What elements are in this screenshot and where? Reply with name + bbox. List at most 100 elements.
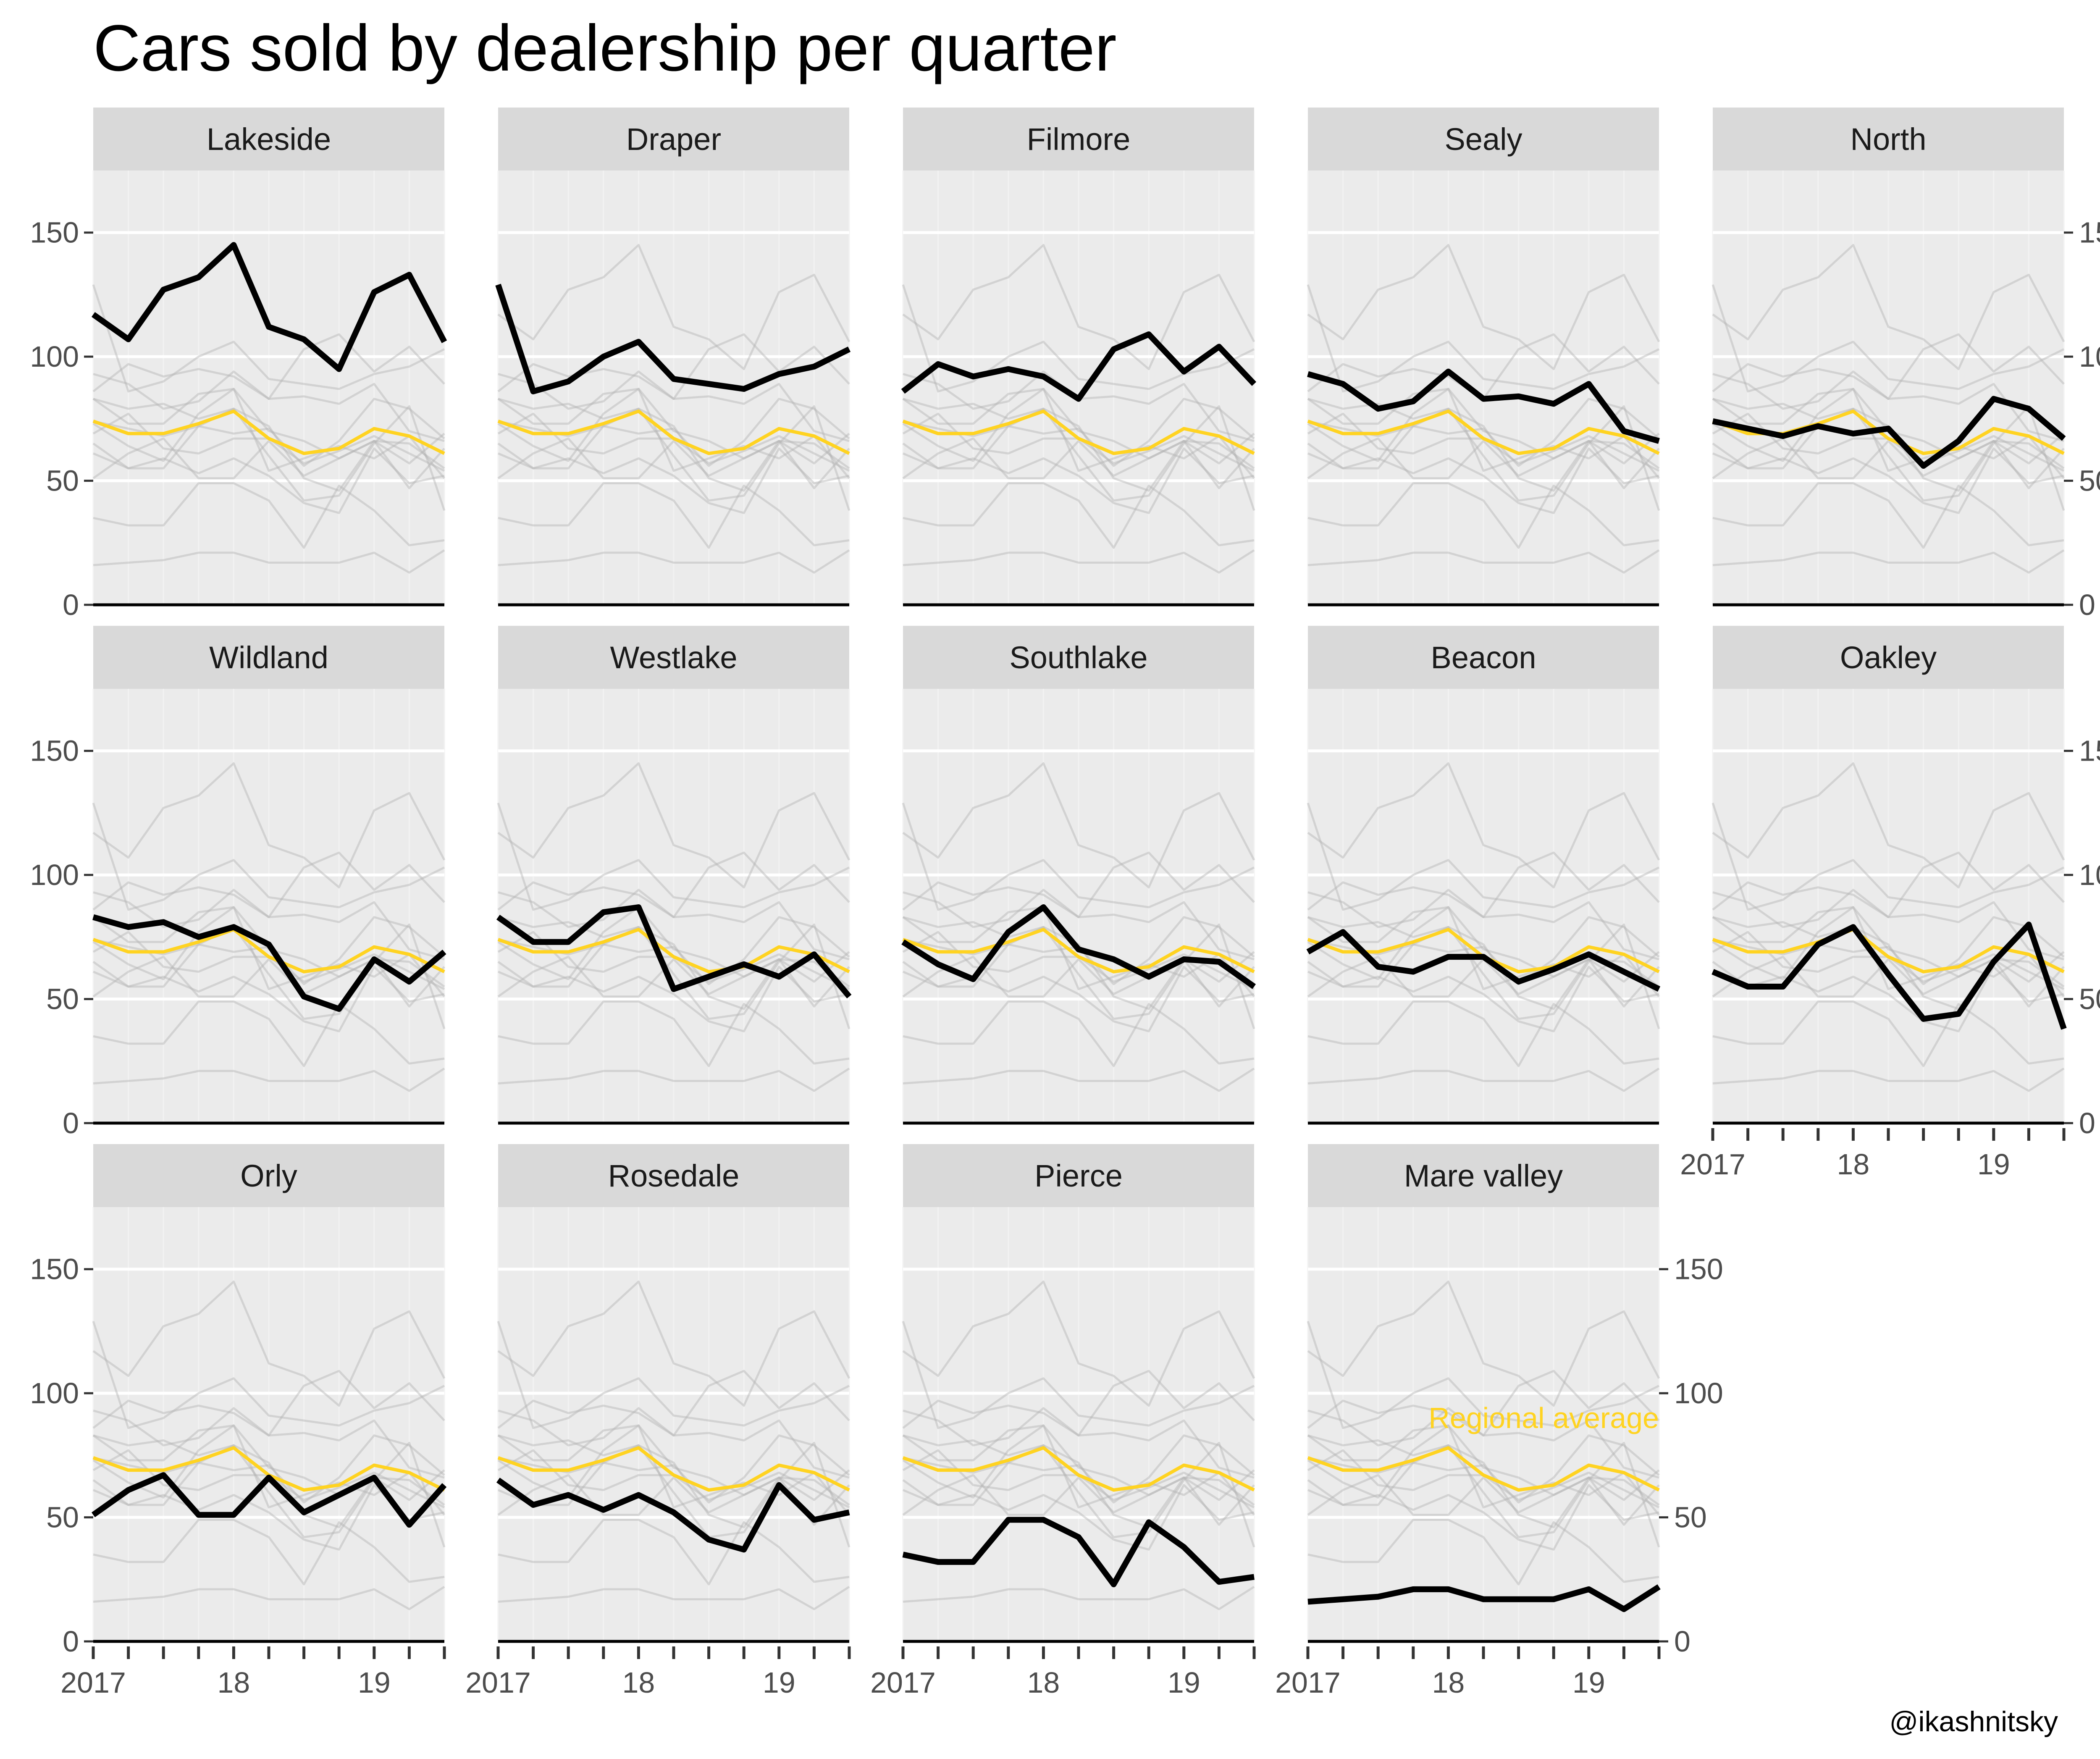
background-series-line-pierce: [498, 1519, 850, 1586]
facet-panels: Lakeside Draper Filmore Sealy North Wildland W…: [91, 108, 2067, 1643]
regional-average-line: [497, 1446, 850, 1492]
background-series-line-pierce: [1712, 1000, 2064, 1067]
background-series-line-sealy: [498, 370, 850, 442]
panel-strip: [93, 1144, 444, 1207]
background-series-line-lakeside: [497, 762, 850, 889]
y-tick-label: 50: [46, 983, 79, 1016]
background-series-line-wildland: [1712, 916, 2065, 1010]
background-series-line-rosedale: [1307, 1479, 1659, 1551]
background-series-line-filmore: [92, 1370, 445, 1437]
x-tick-label: 2017: [465, 1666, 531, 1699]
background-series-line-filmore: [1712, 333, 2065, 400]
panel-title: Lakeside: [207, 122, 331, 157]
background-series-line-wildland: [1307, 398, 1660, 492]
y-tick-label: 100: [2079, 858, 2100, 891]
panel-wildland: Wildland: [92, 626, 446, 1125]
background-series-line-lakeside: [92, 762, 446, 889]
background-series-line-wildland: [498, 398, 850, 492]
background-series-line-westlake: [1307, 906, 1660, 998]
panel-strip: [93, 108, 444, 171]
x-tick-label: 19: [763, 1666, 795, 1699]
background-series-line-westlake: [1307, 1424, 1660, 1516]
background-series-line-wildland: [1307, 1434, 1660, 1528]
background-series-line-southlake: [92, 1424, 445, 1506]
background-series-line-draper: [902, 803, 1255, 911]
background-series-line-pierce: [903, 482, 1255, 549]
background-series-line-orly: [92, 437, 445, 489]
x-tick-label: 18: [1837, 1148, 1869, 1181]
background-series-line-filmore: [92, 851, 445, 919]
x-tick-label: 2017: [1680, 1148, 1746, 1181]
background-series-line-mare-valley: [1307, 1067, 1660, 1092]
y-tick-label: 100: [30, 340, 79, 373]
panel-pierce: Pierce: [902, 1144, 1255, 1643]
regional-average-line: [902, 1446, 1255, 1492]
panel-title: Pierce: [1034, 1158, 1123, 1193]
regional-average-line: [92, 928, 445, 974]
series-line-mare-valley: [1307, 1584, 1661, 1612]
series-line-pierce: [902, 1517, 1255, 1588]
background-series-line-draper: [902, 1321, 1255, 1429]
background-series-line-draper: [92, 284, 445, 393]
background-series-line-westlake: [902, 1424, 1255, 1516]
panel-strip: [903, 1144, 1254, 1207]
background-series-line-draper: [1712, 284, 2065, 393]
background-series-line-orly: [92, 956, 445, 1008]
y-tick-label: 0: [63, 588, 79, 621]
background-series-line-southlake: [497, 906, 850, 988]
background-series-line-sealy: [1307, 889, 1659, 961]
background-series-line-southlake: [1307, 1424, 1660, 1506]
regional-average-line: [1307, 410, 1660, 455]
background-series-line-pierce: [1307, 1000, 1659, 1067]
background-series-line-orly: [1307, 437, 1660, 489]
background-series-line-rosedale: [1307, 961, 1659, 1032]
background-series-line-westlake: [902, 388, 1255, 479]
panel-title: Beacon: [1431, 640, 1536, 675]
regional-average-line: [902, 410, 1255, 455]
y-tick-label: 150: [30, 216, 79, 249]
background-series-line-wildland: [903, 1434, 1255, 1528]
background-series-line-sealy: [498, 889, 850, 961]
background-series-line-orly: [902, 956, 1255, 1008]
background-series-line-draper: [92, 803, 445, 911]
background-series-line-filmore: [902, 1370, 1255, 1437]
background-series-line-filmore: [1307, 851, 1660, 919]
background-series-line-orly: [1712, 437, 2065, 489]
series-line-lakeside: [91, 242, 447, 372]
background-series-line-draper: [497, 1321, 850, 1429]
background-series-line-filmore: [497, 1370, 850, 1437]
background-series-line-southlake: [902, 388, 1255, 470]
background-series-line-draper: [902, 284, 1255, 393]
background-series-line-lakeside: [497, 1280, 850, 1407]
background-series-line-rosedale: [902, 961, 1255, 1032]
x-tick-label: 18: [1027, 1666, 1060, 1699]
series-line-wildland: [92, 914, 446, 1012]
background-series-line-westlake: [1712, 906, 2065, 998]
background-series-line-mare-valley: [903, 1067, 1255, 1092]
panel-rosedale: Rosedale: [496, 1144, 850, 1643]
series-line-oakley: [1712, 922, 2067, 1030]
background-series-line-filmore: [497, 851, 850, 919]
background-series-line-wildland: [93, 398, 445, 492]
background-series-line-southlake: [1712, 906, 2065, 988]
background-series-line-wildland: [1307, 916, 1660, 1010]
background-series-line-westlake: [902, 906, 1255, 998]
background-series-line-westlake: [92, 1424, 445, 1516]
panel-strip: [1713, 626, 2064, 689]
background-series-line-sealy: [1307, 1407, 1659, 1479]
regional-average-line: [497, 928, 850, 974]
background-series-line-draper: [1712, 803, 2065, 911]
background-series-line-rosedale: [1712, 442, 2064, 514]
background-series-line-southlake: [92, 388, 445, 470]
x-tick-label: 19: [1572, 1666, 1605, 1699]
background-series-line-lakeside: [1307, 1280, 1660, 1407]
panel-draper: Draper: [495, 108, 851, 606]
background-series-line-mare-valley: [93, 1586, 445, 1610]
background-series-line-mare-valley: [498, 1067, 850, 1092]
background-series-line-westlake: [497, 1424, 850, 1516]
background-series-line-rosedale: [92, 961, 445, 1032]
background-series-line-pierce: [903, 1000, 1255, 1067]
panel-lakeside: Lakeside: [91, 108, 447, 606]
background-series-line-draper: [92, 1321, 445, 1429]
